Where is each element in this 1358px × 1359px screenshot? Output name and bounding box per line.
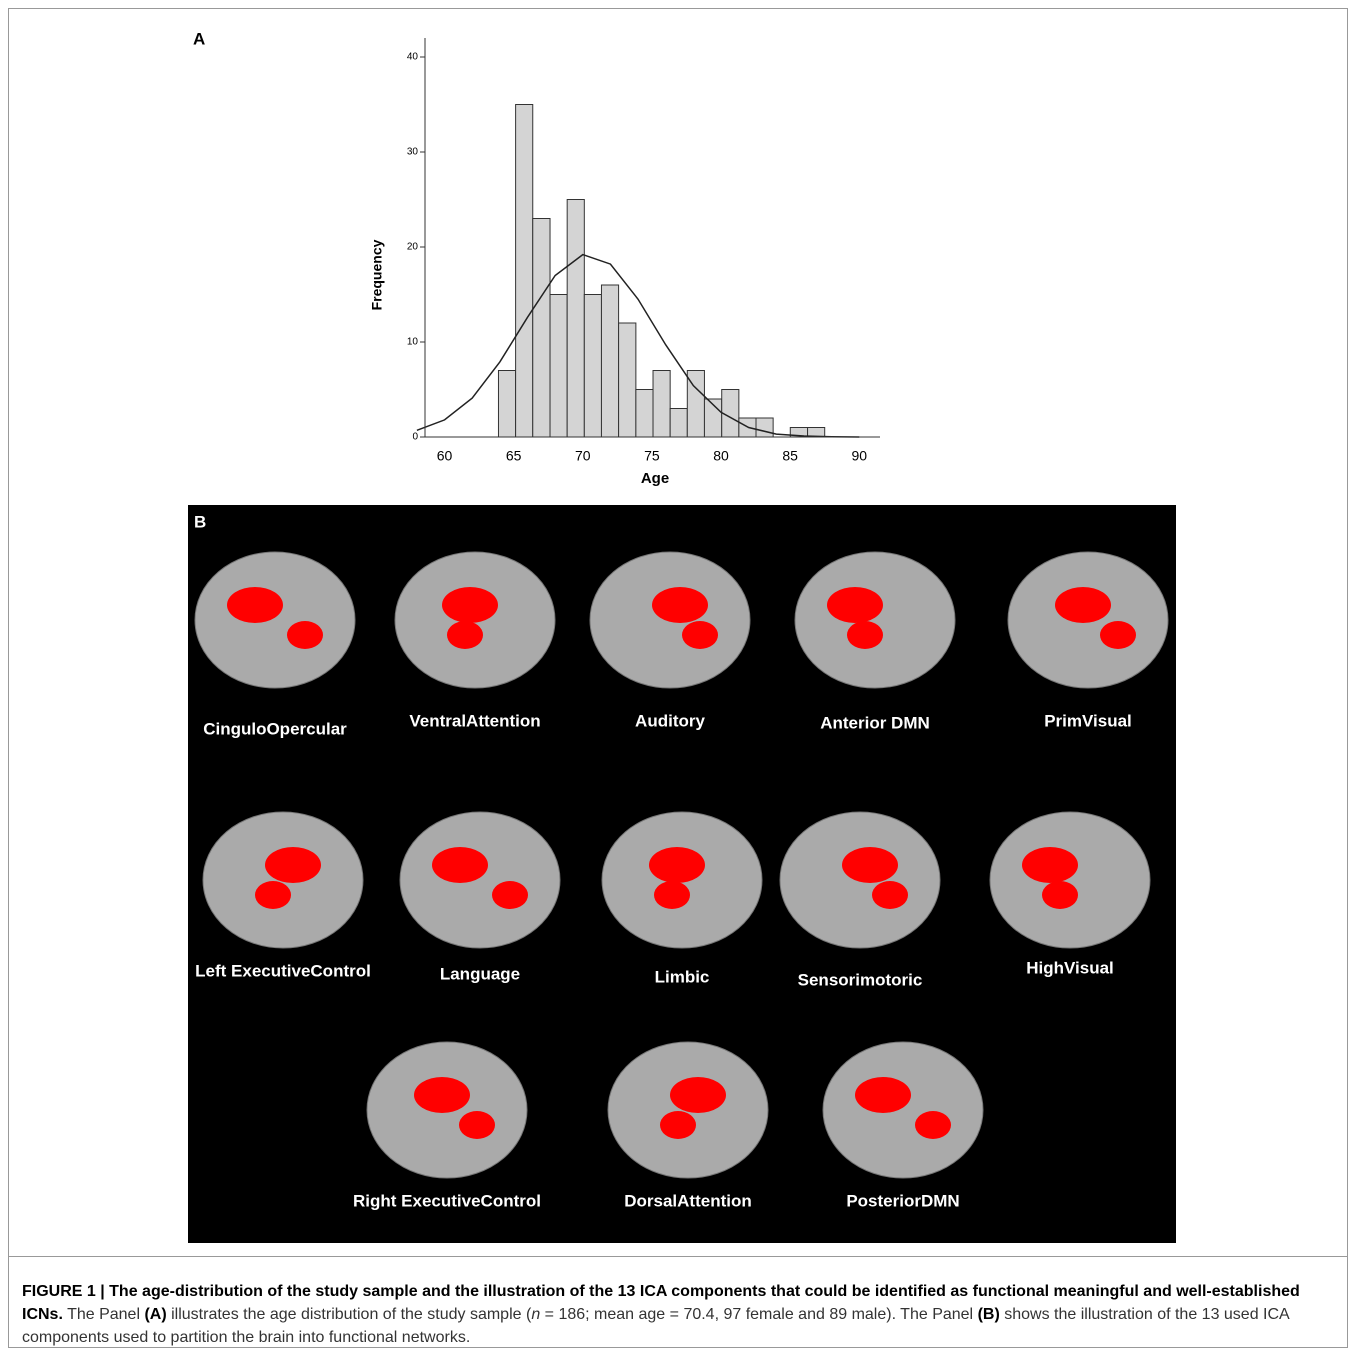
bar	[636, 390, 653, 438]
y-axis-label: Frequency	[369, 239, 385, 310]
activation-blob	[265, 847, 321, 883]
activation-blob	[654, 881, 690, 909]
brain-image	[823, 1042, 983, 1178]
bar	[653, 371, 670, 438]
bar	[601, 285, 618, 437]
caption: FIGURE 1 | The age-distribution of the s…	[22, 1280, 1342, 1349]
activation-blob	[492, 881, 528, 909]
panel-label: A	[193, 29, 205, 48]
x-tick-label: 60	[437, 448, 453, 464]
caption-text: = 186; mean age = 70.4, 97 female and 89…	[540, 1306, 977, 1323]
activation-blob	[287, 621, 323, 649]
activation-blob	[447, 621, 483, 649]
caption-text: (A)	[144, 1306, 166, 1323]
network-label: DorsalAttention	[624, 1191, 752, 1210]
network-label: Language	[440, 964, 520, 983]
network-label: Right ExecutiveControl	[353, 1191, 541, 1210]
x-tick-label: 80	[713, 448, 729, 464]
x-tick-label: 90	[851, 448, 867, 464]
activation-blob	[432, 847, 488, 883]
network-label: Left ExecutiveControl	[195, 961, 371, 980]
x-axis-label: Age	[641, 470, 669, 487]
brain-image	[795, 552, 955, 688]
activation-blob	[1042, 881, 1078, 909]
bar	[550, 295, 567, 438]
x-tick-label: 85	[782, 448, 798, 464]
network-label: PosteriorDMN	[846, 1191, 959, 1210]
activation-blob	[459, 1111, 495, 1139]
activation-blob	[1100, 621, 1136, 649]
activation-blob	[827, 587, 883, 623]
y-tick-label: 10	[407, 337, 419, 348]
caption-text: illustrates the age distribution of the …	[167, 1306, 532, 1323]
bar	[516, 105, 533, 438]
activation-blob	[1055, 587, 1111, 623]
activation-blob	[649, 847, 705, 883]
brain-image	[195, 552, 355, 688]
brain-image	[990, 812, 1150, 948]
activation-blob	[855, 1077, 911, 1113]
caption-text: n	[531, 1306, 540, 1323]
y-tick-label: 20	[407, 242, 419, 253]
x-tick-label: 70	[575, 448, 591, 464]
bar	[756, 418, 773, 437]
activation-blob	[255, 881, 291, 909]
network-label: VentralAttention	[409, 711, 540, 730]
page: {"chart_data": {"type": "histogram", "pa…	[0, 0, 1358, 1359]
bar	[584, 295, 601, 438]
y-tick-label: 30	[407, 147, 419, 158]
activation-blob	[872, 881, 908, 909]
caption-text: (B)	[978, 1306, 1000, 1323]
panel-label: B	[194, 512, 206, 531]
activation-blob	[414, 1077, 470, 1113]
bar	[567, 200, 584, 438]
bar	[533, 219, 550, 438]
separator	[8, 1256, 1348, 1257]
network-label: Limbic	[655, 967, 710, 986]
caption-text: The Panel	[67, 1306, 144, 1323]
brain-image	[400, 812, 560, 948]
bar	[498, 371, 515, 438]
activation-blob	[227, 587, 283, 623]
activation-blob	[682, 621, 718, 649]
x-tick-label: 65	[506, 448, 522, 464]
activation-blob	[442, 587, 498, 623]
activation-blob	[670, 1077, 726, 1113]
activation-blob	[660, 1111, 696, 1139]
activation-blob	[847, 621, 883, 649]
network-label: Sensorimotoric	[798, 970, 923, 989]
network-label: PrimVisual	[1044, 711, 1132, 730]
x-tick-label: 75	[644, 448, 660, 464]
bar	[670, 409, 687, 438]
activation-blob	[842, 847, 898, 883]
network-label: Anterior DMN	[820, 713, 930, 732]
network-label: HighVisual	[1026, 958, 1114, 977]
figure: A Age Frequency B 0 10 20 30 40 60 65 70 75 80 85 9…	[0, 0, 1358, 1255]
y-tick-label: 0	[412, 432, 418, 443]
bar	[619, 323, 636, 437]
y-tick-label: 40	[407, 52, 419, 63]
activation-blob	[915, 1111, 951, 1139]
network-label: CinguloOpercular	[203, 719, 347, 738]
activation-blob	[652, 587, 708, 623]
network-label: Auditory	[635, 711, 705, 730]
activation-blob	[1022, 847, 1078, 883]
